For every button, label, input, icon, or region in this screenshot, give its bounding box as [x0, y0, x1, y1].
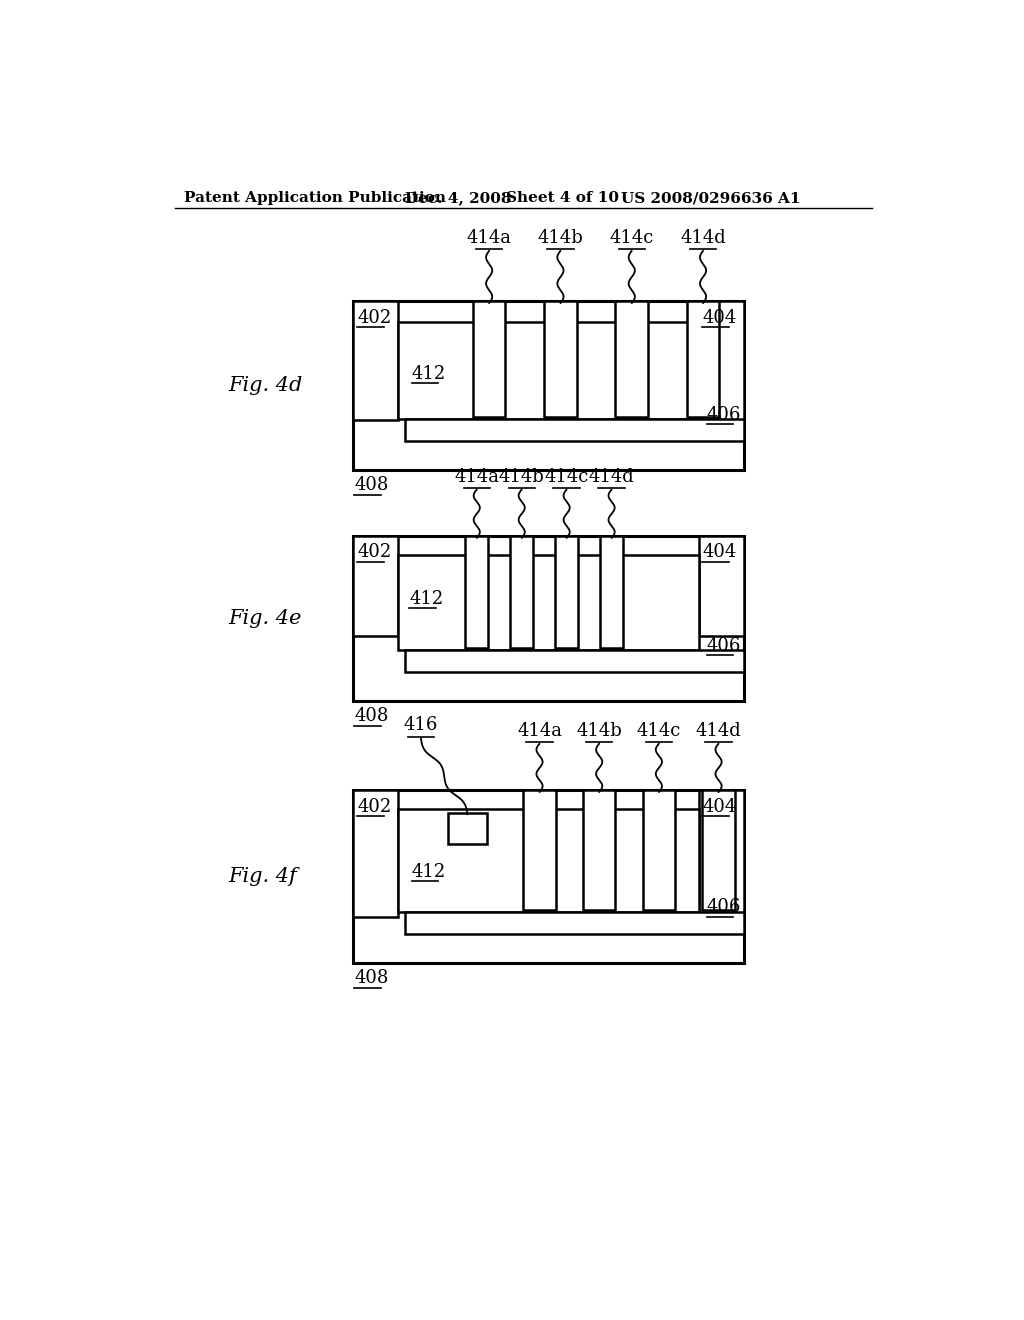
Text: 402: 402	[357, 309, 391, 326]
Text: Sheet 4 of 10: Sheet 4 of 10	[506, 191, 620, 206]
Text: 414a: 414a	[455, 467, 500, 486]
Text: 408: 408	[354, 477, 389, 495]
Text: 414d: 414d	[680, 228, 726, 247]
Bar	[406, 420, 744, 441]
Bar	[510, 536, 534, 648]
Text: 414a: 414a	[517, 722, 562, 739]
Text: 414d: 414d	[695, 722, 741, 739]
Text: Patent Application Publication: Patent Application Publication	[183, 191, 445, 206]
Text: 404: 404	[702, 544, 736, 561]
Text: 414c: 414c	[609, 228, 654, 247]
Text: 412: 412	[412, 364, 445, 383]
Text: Fig. 4e: Fig. 4e	[228, 609, 302, 628]
Bar	[406, 912, 744, 933]
Text: 408: 408	[354, 969, 389, 987]
Text: 414c: 414c	[545, 467, 589, 486]
Text: 414b: 414b	[538, 228, 584, 247]
Bar	[352, 789, 397, 917]
Bar	[352, 301, 744, 470]
Text: Dec. 4, 2008: Dec. 4, 2008	[406, 191, 512, 206]
Bar	[397, 809, 699, 912]
Bar	[352, 536, 744, 701]
Bar	[465, 536, 488, 648]
Bar	[544, 301, 577, 417]
Text: Fig. 4f: Fig. 4f	[228, 867, 298, 886]
Bar	[406, 651, 744, 672]
Bar	[523, 789, 556, 909]
Text: 414d: 414d	[589, 467, 635, 486]
Bar	[687, 301, 719, 417]
Bar	[702, 789, 735, 909]
Text: 402: 402	[357, 544, 391, 561]
Text: 412: 412	[412, 863, 445, 880]
Text: 416: 416	[403, 717, 438, 734]
Bar	[615, 301, 648, 417]
Text: 414c: 414c	[637, 722, 681, 739]
Text: 404: 404	[702, 797, 736, 816]
Text: 414b: 414b	[499, 467, 545, 486]
Text: 414b: 414b	[577, 722, 622, 739]
Text: 406: 406	[707, 405, 741, 424]
Text: Fig. 4d: Fig. 4d	[228, 376, 303, 395]
Text: US 2008/0296636 A1: US 2008/0296636 A1	[621, 191, 801, 206]
Text: 402: 402	[357, 797, 391, 816]
Text: 406: 406	[707, 899, 741, 916]
Text: 406: 406	[707, 636, 741, 655]
Bar	[555, 536, 579, 648]
Text: 408: 408	[354, 708, 389, 726]
Bar	[449, 813, 486, 843]
Bar	[397, 322, 699, 420]
Bar	[352, 301, 397, 420]
Text: 412: 412	[410, 590, 443, 607]
Text: 404: 404	[702, 309, 736, 326]
Bar	[352, 789, 744, 964]
Bar	[583, 789, 615, 909]
Text: 414a: 414a	[467, 228, 512, 247]
Bar	[643, 789, 675, 909]
Bar	[352, 536, 397, 636]
Bar	[699, 301, 744, 420]
Bar	[699, 536, 744, 636]
Bar	[397, 554, 699, 651]
Bar	[699, 789, 744, 917]
Bar	[600, 536, 624, 648]
Bar	[473, 301, 506, 417]
